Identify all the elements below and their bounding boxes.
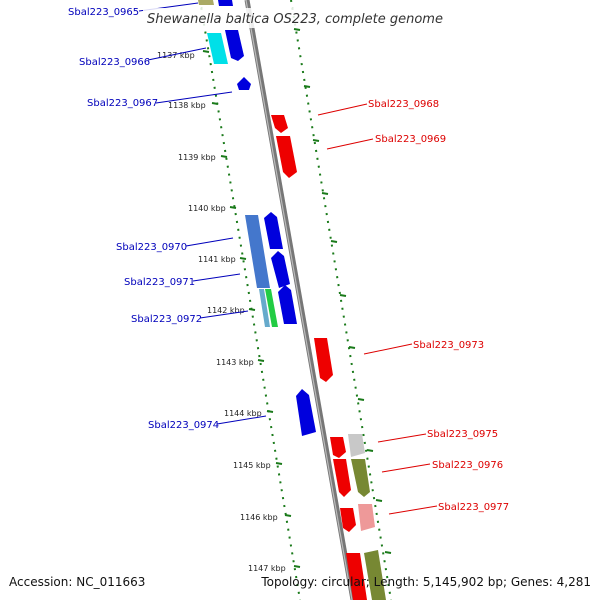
gene-label-sbal223-0966[interactable]: Sbal223_0966 — [79, 57, 150, 68]
tick-mark — [266, 410, 274, 413]
tick-mark — [330, 240, 338, 243]
genome-backbone — [244, 0, 356, 600]
tick-label: 1138 kbp — [168, 101, 206, 110]
partial-feature[interactable] — [364, 550, 386, 600]
gene-sbal223-0972-feature[interactable] — [259, 289, 270, 327]
gene-sbal223-0971-feature[interactable] — [271, 251, 290, 288]
gene-label-sbal223-0968[interactable]: Sbal223_0968 — [368, 99, 439, 110]
gene-sbal223-0975-feature[interactable] — [348, 434, 365, 457]
tick-label: 1145 kbp — [233, 461, 271, 470]
leader-line — [199, 310, 249, 319]
genome-backbone-highlight — [245, 0, 353, 600]
gene-sbal223-0972-feature[interactable] — [278, 285, 297, 324]
forward-strand-features — [198, 0, 316, 436]
gene-label-sbal223-0965[interactable]: Sbal223_0965 — [68, 7, 139, 18]
gene-sbal223-0966-feature[interactable] — [225, 30, 244, 61]
tick-mark — [339, 294, 347, 297]
tick-mark — [384, 551, 392, 554]
gene-label-sbal223-0976[interactable]: Sbal223_0976 — [432, 460, 503, 471]
tick-marks — [202, 28, 392, 568]
forward-leader-lines — [138, 2, 267, 425]
gene-sbal223-0977-feature[interactable] — [340, 508, 356, 532]
leader-line — [363, 343, 413, 355]
gene-sbal223-0975-feature[interactable] — [330, 437, 346, 458]
leader-line — [185, 237, 234, 247]
gene-label-sbal223-0973[interactable]: Sbal223_0973 — [413, 340, 484, 351]
tick-mark — [293, 28, 301, 31]
tick-label: 1147 kbp — [248, 564, 286, 573]
tick-mark — [284, 514, 292, 517]
tick-mark — [275, 462, 283, 465]
tick-labels: 1137 kbp 1138 kbp 1139 kbp 1140 kbp 1141… — [157, 51, 286, 573]
tick-label: 1137 kbp — [157, 51, 195, 60]
forward-gene-labels: Sbal223_0965 Sbal223_0966 Sbal223_0967 S… — [68, 7, 219, 431]
tick-mark — [321, 192, 329, 195]
tick-label: 1139 kbp — [178, 153, 216, 162]
gene-sbal223-0966-feature[interactable] — [207, 33, 228, 64]
gene-sbal223-0976-feature[interactable] — [333, 459, 351, 497]
gene-sbal223-0965-feature[interactable] — [198, 0, 214, 5]
gene-sbal223-0970-feature[interactable] — [264, 212, 283, 249]
gene-label-sbal223-0970[interactable]: Sbal223_0970 — [116, 242, 187, 253]
gene-sbal223-0973-feature[interactable] — [314, 338, 333, 382]
tick-mark — [348, 346, 356, 349]
outer-ring-dotted — [290, 0, 392, 600]
gene-sbal223-0969-feature[interactable] — [276, 136, 297, 178]
leader-line — [192, 273, 241, 282]
gene-label-sbal223-0975[interactable]: Sbal223_0975 — [427, 429, 498, 440]
gene-sbal223-0972-feature[interactable] — [265, 289, 278, 327]
tick-mark — [357, 398, 365, 401]
genome-summary-label: Topology: circular; Length: 5,145,902 bp… — [261, 575, 591, 589]
gene-label-sbal223-0967[interactable]: Sbal223_0967 — [87, 98, 158, 109]
tick-mark — [375, 499, 383, 502]
tick-label: 1141 kbp — [198, 255, 236, 264]
gene-sbal223-0976-feature[interactable] — [351, 459, 370, 497]
reverse-leader-lines — [317, 103, 438, 515]
gene-sbal223-0977-feature[interactable] — [358, 504, 375, 531]
tick-mark — [202, 50, 210, 53]
tick-label: 1140 kbp — [188, 204, 226, 213]
tick-mark — [312, 139, 320, 142]
gene-sbal223-0974-feature[interactable] — [296, 389, 316, 436]
gene-sbal223-0965-feature[interactable] — [218, 0, 233, 6]
title-background — [143, 8, 457, 28]
accession-label: Accession: NC_011663 — [9, 575, 146, 589]
leader-line — [317, 103, 368, 116]
tick-label: 1143 kbp — [216, 358, 254, 367]
gene-sbal223-0970-feature[interactable] — [245, 215, 270, 288]
leader-line — [377, 433, 427, 443]
map-title: Shewanella baltica OS223, complete genom… — [147, 12, 443, 27]
leader-line — [381, 463, 431, 473]
gene-label-sbal223-0969[interactable]: Sbal223_0969 — [375, 134, 446, 145]
leader-line — [388, 505, 438, 515]
leader-line — [216, 415, 267, 425]
tick-mark — [220, 155, 228, 158]
inner-ring-dotted — [199, 0, 301, 600]
gene-sbal223-0967-feature[interactable] — [237, 77, 251, 90]
leader-line — [147, 47, 207, 61]
partial-feature[interactable] — [346, 553, 367, 600]
gene-sbal223-0968-feature[interactable] — [271, 115, 288, 133]
tick-mark — [239, 257, 247, 260]
leader-line — [326, 138, 374, 150]
gene-label-sbal223-0977[interactable]: Sbal223_0977 — [438, 502, 509, 513]
leader-line — [155, 91, 233, 104]
reverse-gene-labels: Sbal223_0968 Sbal223_0969 Sbal223_0973 S… — [368, 99, 509, 513]
gene-label-sbal223-0972[interactable]: Sbal223_0972 — [131, 314, 202, 325]
gene-label-sbal223-0974[interactable]: Sbal223_0974 — [148, 420, 219, 431]
reverse-strand-features — [271, 115, 386, 600]
tick-mark — [293, 565, 301, 568]
tick-mark — [257, 359, 265, 362]
tick-mark — [366, 449, 374, 452]
tick-label: 1142 kbp — [207, 306, 245, 315]
tick-label: 1146 kbp — [240, 513, 278, 522]
tick-mark — [211, 102, 219, 105]
tick-mark — [229, 206, 237, 209]
tick-mark — [248, 308, 256, 311]
tick-mark — [303, 85, 311, 88]
gene-label-sbal223-0971[interactable]: Sbal223_0971 — [124, 277, 195, 288]
tick-label: 1144 kbp — [224, 409, 262, 418]
